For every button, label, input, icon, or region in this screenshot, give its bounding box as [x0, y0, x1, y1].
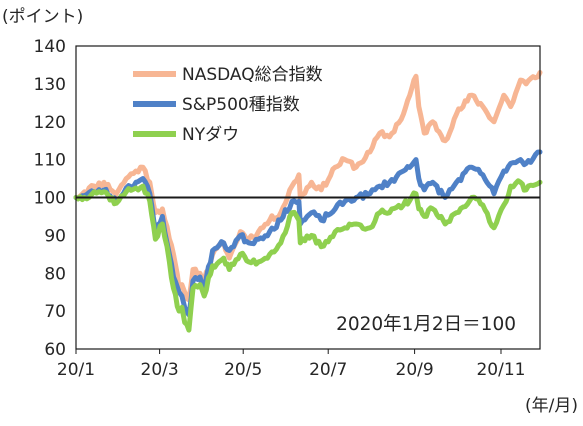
x-axis-label: (年/月) — [525, 396, 578, 416]
x-tick-label: 20/5 — [224, 360, 262, 380]
x-tick-label: 20/7 — [309, 360, 347, 380]
x-tick-label: 20/9 — [396, 360, 434, 380]
x-tick-label: 20/1 — [57, 360, 95, 380]
series-line-3 — [73, 178, 543, 333]
y-tick-label: 80 — [44, 264, 66, 284]
y-tick-label: 100 — [34, 189, 66, 209]
y-tick-label: 110 — [34, 151, 66, 171]
legend-label: S&P500種指数 — [182, 95, 300, 115]
x-axis-ticks: 20/1 20/3 20/5 20/7 20/9 20/11 — [57, 349, 525, 380]
y-tick-label: 130 — [34, 75, 66, 95]
baseline-annotation: 2020年1月2日＝100 — [336, 314, 516, 335]
y-axis-ticks: 60 70 80 90 100 110 120 130 140 — [34, 37, 66, 360]
y-tick-label: 70 — [44, 302, 66, 322]
series-lines — [73, 70, 543, 333]
chart-legend: NASDAQ総合指数 S&P500種指数 NYダウ — [133, 65, 323, 145]
legend-label: NASDAQ総合指数 — [182, 65, 323, 85]
x-tick-label: 20/3 — [141, 360, 179, 380]
y-tick-label: 140 — [34, 37, 66, 57]
y-tick-label: 90 — [44, 226, 66, 246]
legend-label: NYダウ — [182, 125, 239, 145]
y-tick-label: 120 — [34, 113, 66, 133]
plot-frame — [75, 45, 541, 350]
x-tick-label: 20/11 — [476, 360, 525, 380]
y-axis-label: (ポイント) — [2, 7, 83, 27]
y-tick-label: 60 — [44, 340, 66, 360]
